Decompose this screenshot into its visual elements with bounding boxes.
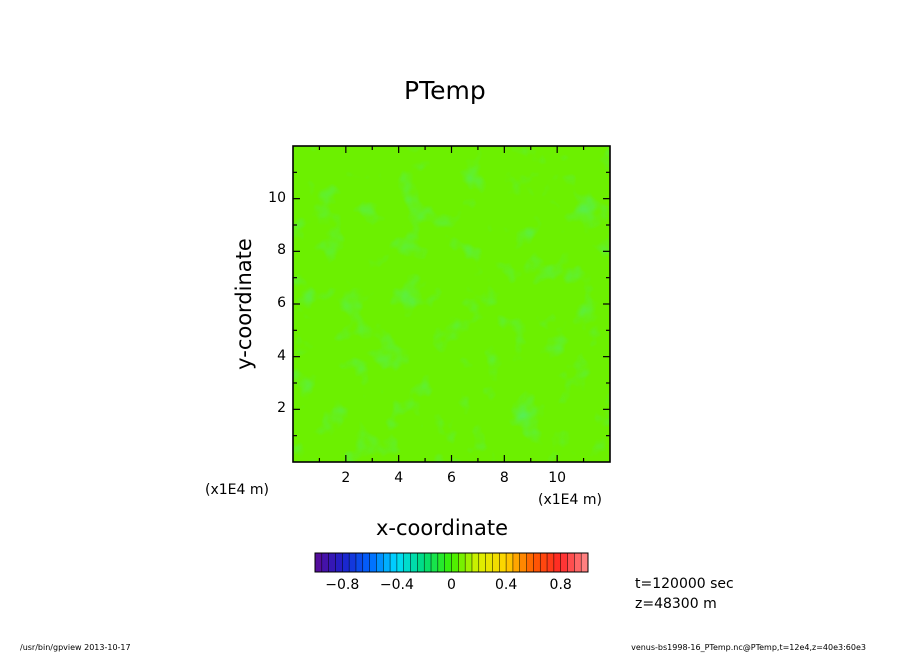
footer-left: /usr/bin/gpview 2013-10-17	[20, 643, 131, 652]
colorbar-cell	[451, 553, 459, 572]
colorbar-cell	[547, 553, 555, 572]
colorbar-cell	[342, 553, 350, 572]
colorbar-cell	[315, 553, 323, 572]
colorbar-cell	[431, 553, 439, 572]
x-axis-ticks	[318, 146, 585, 462]
colorbar-cell	[335, 553, 343, 572]
x-tick-label: 10	[548, 470, 567, 486]
colorbar-cell	[328, 553, 336, 572]
time-label: t=120000 sec	[635, 576, 734, 592]
y-unit-label: (x1E4 m)	[205, 482, 269, 498]
colorbar-cell	[560, 553, 568, 572]
x-tick-label: 2	[341, 470, 351, 486]
colorbar-cell	[410, 553, 418, 572]
colorbar-cell	[362, 553, 370, 572]
colorbar-cell	[403, 553, 411, 572]
y-tick-label: 2	[277, 400, 286, 417]
colorbar-tick-label: −0.4	[379, 577, 414, 593]
colorbar-cell	[519, 553, 527, 572]
colorbar-tick-label: 0.4	[494, 577, 518, 593]
colorbar-cell	[567, 553, 575, 572]
colorbar-cell	[396, 553, 405, 572]
colorbar-cell	[499, 553, 507, 572]
field-variation	[293, 146, 610, 462]
y-axis-ticks	[293, 171, 610, 437]
y-tick-label: 6	[277, 295, 286, 311]
colorbar	[315, 553, 589, 572]
y-tick-label: 8	[277, 242, 286, 259]
colorbar-cell	[512, 553, 521, 572]
colorbar-cell	[526, 553, 534, 572]
colorbar-tick-label: 0	[447, 577, 456, 593]
colorbar-tick-label: −0.8	[325, 577, 360, 593]
colorbar-cell	[444, 553, 452, 572]
colorbar-cell	[369, 553, 377, 572]
colorbar-cell	[376, 553, 384, 572]
x-tick-label: 6	[447, 470, 456, 486]
colorbar-cell	[437, 553, 445, 572]
colorbar-cell	[471, 553, 480, 572]
y-tick-label: 4	[277, 347, 286, 364]
y-tick-label: 10	[268, 189, 286, 206]
colorbar-cell	[424, 553, 432, 572]
x-axis-label: x-coordinate	[376, 516, 509, 540]
x-tick-label: 4	[394, 470, 404, 486]
colorbar-cell	[506, 553, 514, 572]
footer-right: venus-bs1998-16_PTemp.nc@PTemp,t=12e4,z=…	[631, 643, 866, 652]
colorbar-cell	[321, 553, 329, 572]
height-label: z=48300 m	[635, 596, 717, 612]
colorbar-cell	[485, 553, 493, 572]
x-unit-label: (x1E4 m)	[538, 492, 602, 508]
colorbar-cell	[383, 553, 391, 572]
colorbar-frame	[314, 552, 589, 573]
colorbar-cell	[553, 553, 561, 572]
colorbar-cell	[478, 553, 486, 572]
x-tick-label: 8	[499, 470, 509, 486]
colorbar-cell	[492, 553, 500, 572]
colorbar-cell	[355, 553, 364, 572]
colorbar-tick-label: 0.8	[549, 577, 572, 593]
colorbar-cell	[540, 553, 548, 572]
y-axis-label: y-coordinate	[232, 238, 256, 370]
colorbar-cell	[574, 553, 582, 572]
colorbar-cell	[390, 553, 398, 572]
colorbar-cell	[465, 553, 473, 572]
colorbar-cell	[581, 553, 589, 572]
colorbar-cell	[417, 553, 425, 572]
colorbar-cell	[349, 553, 357, 572]
chart-title: PTemp	[404, 76, 486, 105]
colorbar-cell	[533, 553, 541, 572]
heatmap-field	[293, 146, 610, 462]
colorbar-cell	[458, 553, 466, 572]
